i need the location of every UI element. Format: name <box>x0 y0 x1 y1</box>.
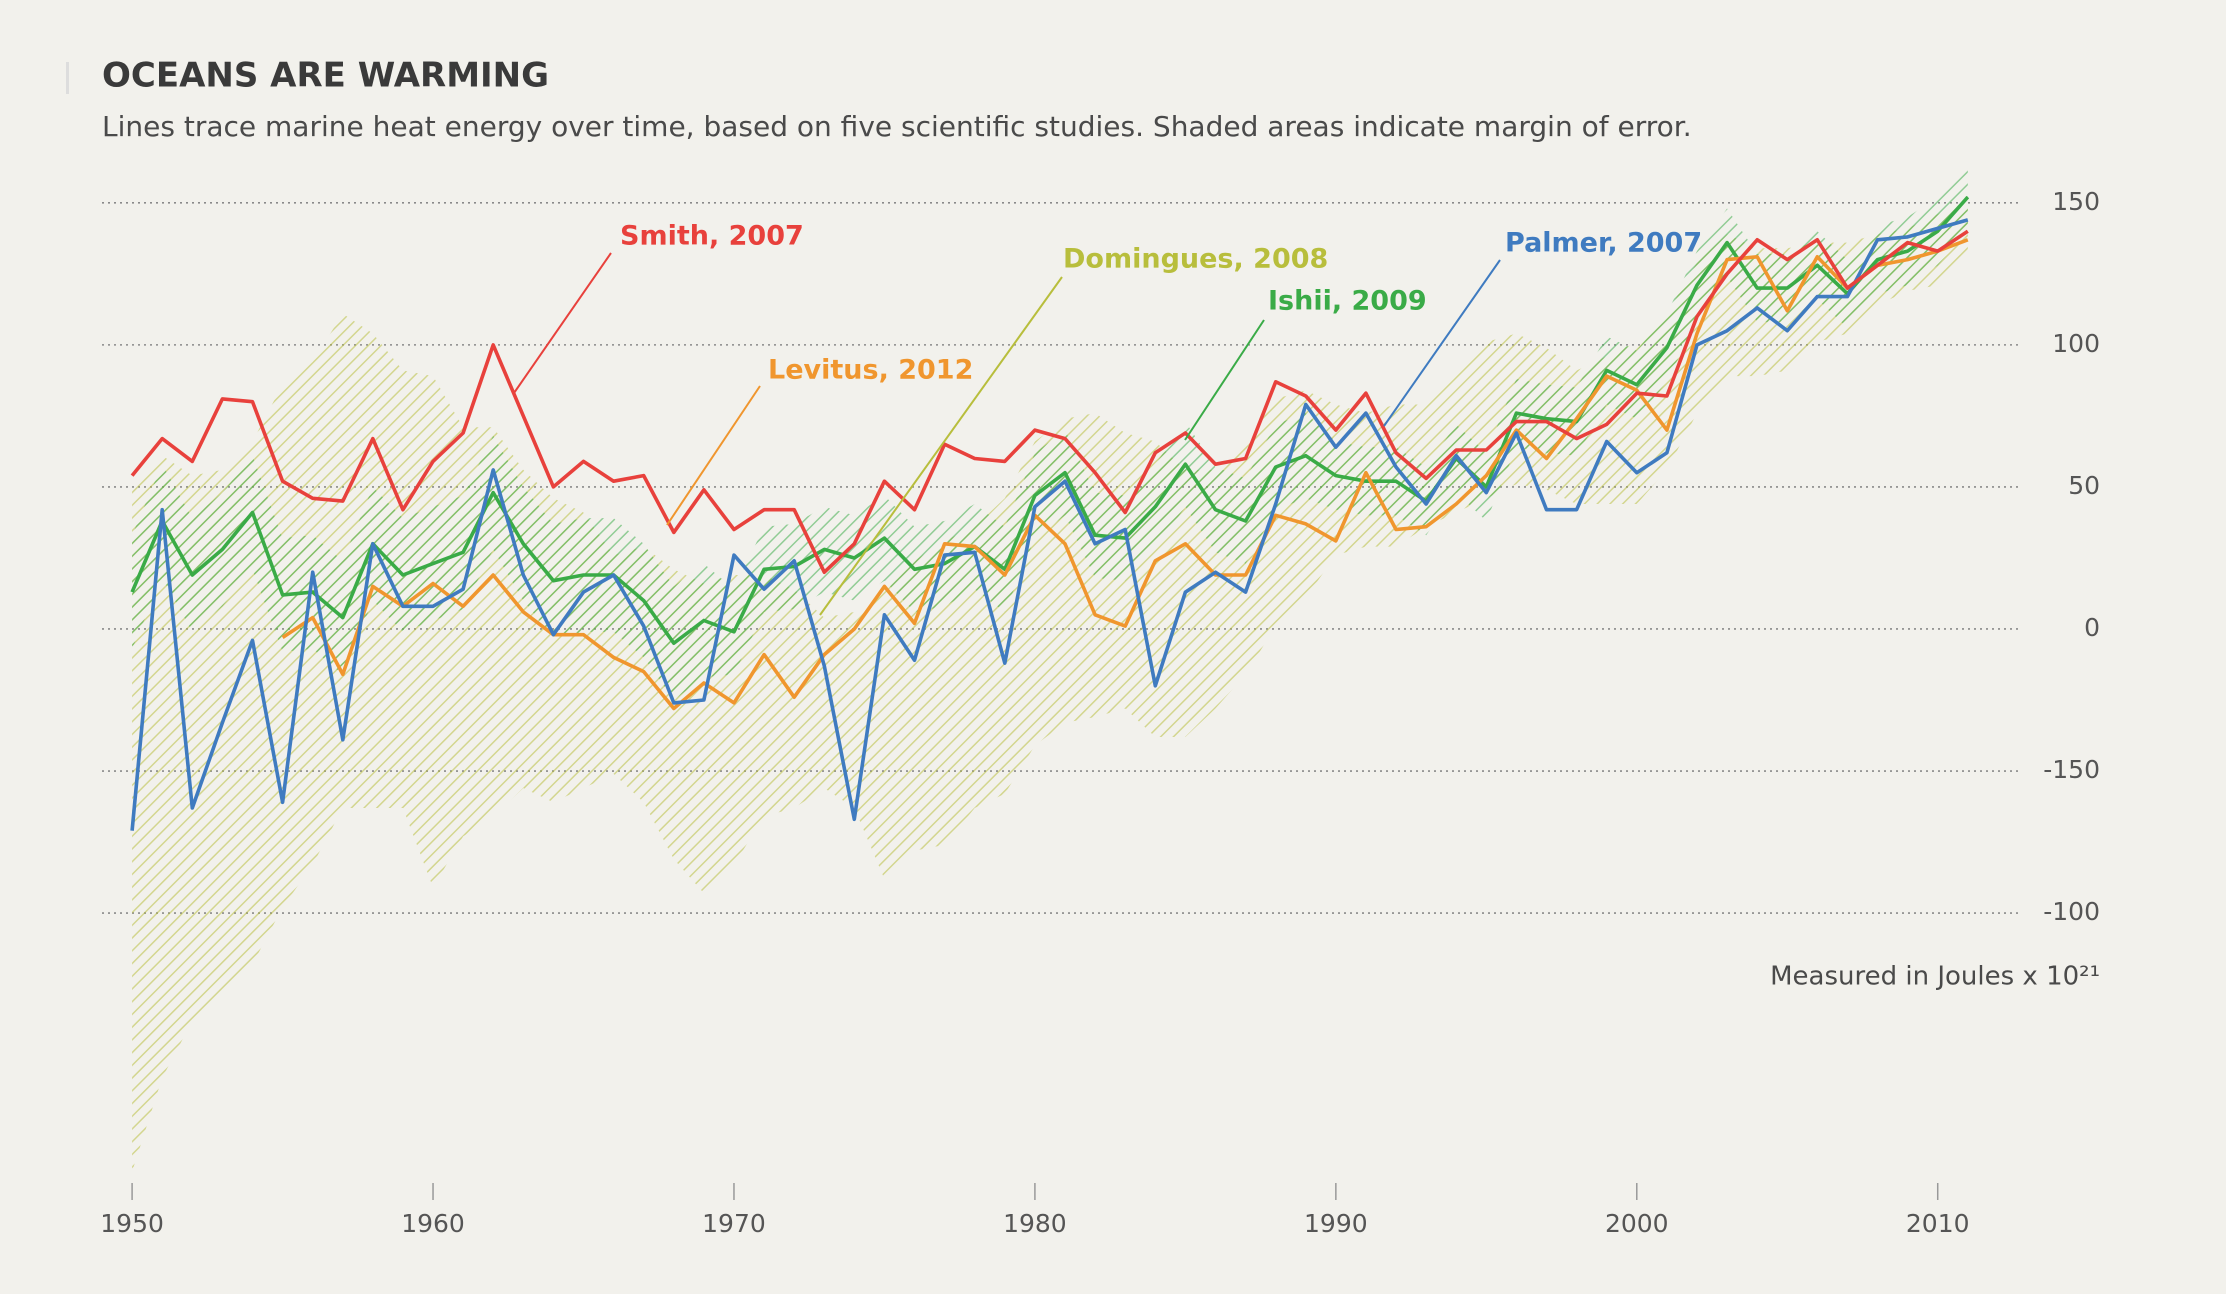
series-line <box>130 218 1969 831</box>
x-tick-label: 1980 <box>1003 1209 1067 1238</box>
x-tick-label: 1970 <box>702 1209 766 1238</box>
series-label: Domingues, 2008 <box>1063 244 1328 275</box>
series-label: Smith, 2007 <box>620 221 804 252</box>
leader-line <box>1184 319 1265 441</box>
x-tick-label: 1990 <box>1304 1209 1368 1238</box>
x-tick-label: 1960 <box>401 1209 465 1238</box>
x-tick-label: 2000 <box>1605 1209 1669 1238</box>
leader-line <box>666 385 761 526</box>
y-tick-label: 50 <box>2068 471 2100 500</box>
series-line <box>130 195 1970 645</box>
title-marker <box>66 62 69 94</box>
y-tick-label: 0 <box>2084 613 2100 642</box>
series-line <box>281 238 1969 711</box>
leader-line <box>513 252 612 394</box>
y-tick-label: -150 <box>2043 755 2100 784</box>
chart-title: OCEANS ARE WARMING <box>102 56 549 96</box>
leader-line <box>819 276 1063 616</box>
series-line <box>130 229 1969 574</box>
y-tick-label: 100 <box>2052 329 2100 358</box>
y-axis-label: Measured in Joules x 10²¹ <box>1770 962 2100 992</box>
series-label: Palmer, 2007 <box>1505 228 1702 259</box>
x-tick-label: 2010 <box>1906 1209 1970 1238</box>
series-label: Ishii, 2009 <box>1268 286 1427 317</box>
series-label: Levitus, 2012 <box>768 355 973 386</box>
x-tick-label: 1950 <box>100 1209 164 1238</box>
error-band <box>132 163 1968 701</box>
y-tick-label: -100 <box>2043 897 2100 926</box>
leader-line <box>1383 259 1501 427</box>
chart-subtitle: Lines trace marine heat energy over time… <box>102 110 1692 143</box>
y-tick-label: 150 <box>2052 187 2100 216</box>
